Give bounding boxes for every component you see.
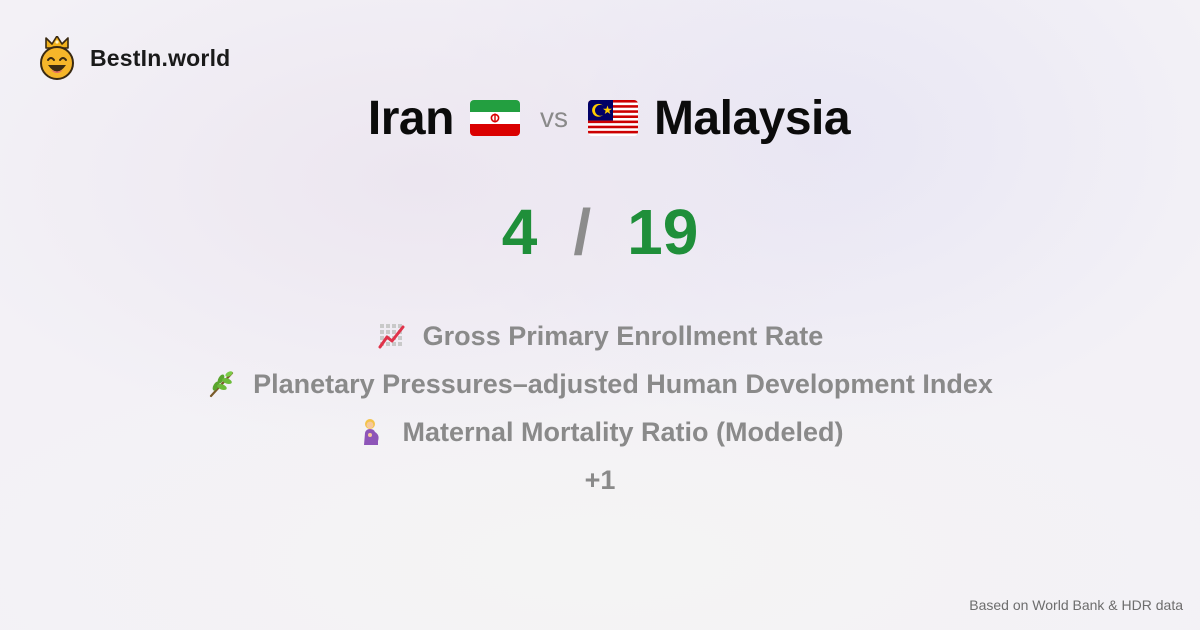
comparison-title: Iran vs Malaysia — [0, 86, 1200, 150]
metric-item[interactable]: Planetary Pressures–adjusted Human Devel… — [207, 360, 993, 408]
metric-item[interactable]: Gross Primary Enrollment Rate — [377, 312, 824, 360]
right-country-name: Malaysia — [653, 91, 851, 145]
left-country-name: Iran — [367, 91, 455, 145]
brand-name: BestIn.world — [90, 44, 231, 71]
metric-label: Maternal Mortality Ratio (Modeled) — [402, 416, 844, 447]
left-score: 4 — [501, 196, 538, 268]
iran-flag-icon — [469, 100, 520, 136]
metric-item[interactable]: Maternal Mortality Ratio (Modeled) — [356, 408, 844, 456]
laughing-king-face-icon — [40, 36, 74, 80]
vs-label: vs — [539, 102, 568, 133]
right-score: 19 — [627, 196, 699, 268]
metric-list: Gross Primary Enrollment Rate Planetary … — [0, 312, 1200, 504]
metric-label: Gross Primary Enrollment Rate — [422, 320, 824, 351]
score-separator: / — [573, 196, 592, 268]
data-source-note: Based on World Bank & HDR data — [969, 597, 1183, 613]
more-metrics-count[interactable]: +1 — [584, 464, 616, 495]
score: 4 / 19 — [0, 190, 1200, 274]
pregnant-woman-icon — [364, 419, 380, 445]
malaysia-flag-icon — [587, 100, 638, 136]
chart-increasing-icon — [378, 324, 405, 349]
herb-icon — [210, 371, 234, 398]
brand[interactable]: BestIn.world — [38, 36, 230, 80]
metric-label: Planetary Pressures–adjusted Human Devel… — [253, 368, 993, 399]
